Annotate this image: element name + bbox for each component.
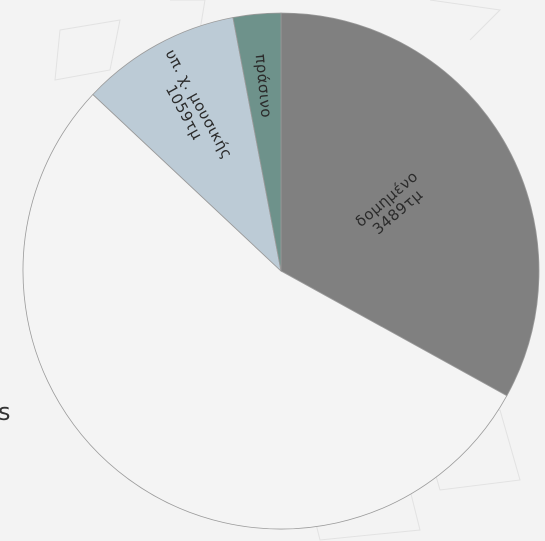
partial-glyph: s (0, 398, 11, 426)
pie-slice (22, 93, 508, 530)
slice-label-name: πράσινο (252, 53, 276, 118)
pie-slice (92, 17, 282, 273)
pie-slice (232, 12, 282, 272)
slice-label: πράσινο (252, 53, 276, 118)
pie-slice (280, 12, 540, 397)
pie-slices (22, 12, 540, 530)
